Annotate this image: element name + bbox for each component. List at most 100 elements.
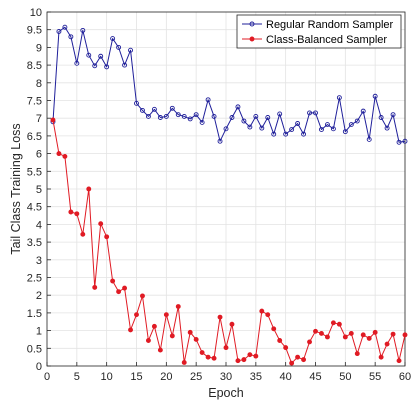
data-point: [295, 121, 301, 126]
data-point: [151, 323, 157, 329]
data-point: [80, 231, 86, 237]
data-point: [92, 63, 98, 69]
data-point: [223, 345, 229, 351]
data-point: [396, 358, 402, 364]
data-point: [378, 115, 384, 120]
data-point: [205, 354, 211, 360]
x-tick-label: 5: [74, 371, 80, 383]
data-point: [277, 338, 283, 343]
data-point: [223, 126, 229, 132]
series-line: [52, 119, 406, 364]
data-point: [319, 330, 324, 336]
data-point: [128, 327, 133, 333]
x-tick-label: 10: [101, 371, 113, 383]
data-point: [283, 131, 289, 137]
data-point: [163, 113, 169, 119]
data-point: [277, 111, 283, 117]
data-point: [122, 285, 128, 291]
x-tick-label: 40: [280, 371, 292, 383]
data-point: [384, 341, 390, 347]
y-tick-label: 6: [36, 149, 42, 161]
data-point: [181, 360, 187, 365]
data-point: [68, 209, 74, 215]
y-tick-label: 10: [30, 7, 42, 19]
data-point: [301, 357, 307, 363]
y-tick-label: 0.5: [27, 343, 42, 355]
data-point: [265, 115, 271, 120]
data-point: [56, 151, 62, 157]
data-point: [140, 107, 145, 113]
data-point: [313, 328, 318, 334]
data-point: [145, 113, 151, 119]
data-point: [169, 333, 175, 339]
data-point: [175, 304, 181, 309]
data-point: [193, 112, 199, 118]
legend-label: Class-Balanced Sampler: [266, 34, 387, 46]
x-tick-label: 15: [130, 371, 142, 383]
y-tick-label: 2: [36, 290, 42, 302]
x-tick-label: 25: [190, 371, 202, 383]
y-tick-label: 4.5: [27, 202, 42, 214]
data-point: [187, 329, 193, 335]
data-point: [104, 64, 110, 70]
data-point: [319, 127, 324, 132]
data-point: [289, 127, 295, 132]
data-point: [86, 186, 92, 192]
data-point: [372, 329, 378, 335]
y-tick-label: 4: [36, 219, 42, 231]
data-point: [193, 337, 199, 342]
legend-box: [236, 14, 402, 49]
data-point: [253, 353, 259, 359]
data-point: [265, 312, 271, 318]
data-point: [241, 357, 247, 363]
data-point: [157, 347, 163, 353]
y-tick-label: 8: [36, 78, 42, 90]
x-tick-label: 60: [399, 371, 411, 383]
data-point: [92, 284, 98, 290]
data-point: [360, 108, 366, 114]
data-point: [98, 221, 104, 227]
data-point: [235, 358, 241, 364]
data-point: [229, 115, 235, 120]
y-tick-label: 6.5: [27, 131, 42, 143]
data-point: [235, 104, 241, 110]
data-point: [68, 34, 74, 40]
data-point: [134, 312, 139, 318]
legend-label: Regular Random Sampler: [266, 19, 394, 31]
data-point: [366, 335, 372, 341]
axis-ticks: 0 5 10 15 20 25 30 35 40 45 50 55 6000.511.522.533.5…: [27, 7, 411, 383]
y-tick-label: 5: [36, 184, 42, 196]
y-tick-label: 1: [36, 326, 42, 338]
series-line: [52, 26, 406, 143]
data-point: [247, 352, 253, 358]
data-point: [116, 44, 122, 50]
data-point: [116, 289, 122, 295]
data-point: [354, 118, 360, 124]
data-point: [62, 24, 68, 30]
y-tick-label: 0: [36, 361, 42, 373]
data-point: [295, 354, 301, 360]
data-point: [157, 115, 163, 120]
data-point: [104, 234, 110, 240]
x-tick-label: 0: [44, 371, 50, 383]
x-axis-label: Epoch: [208, 386, 243, 400]
data-point: [98, 53, 104, 59]
data-point: [140, 293, 145, 299]
data-point: [151, 106, 157, 112]
data-point: [110, 278, 116, 284]
data-point: [307, 110, 312, 116]
data-point: [307, 339, 312, 345]
y-tick-label: 1.5: [27, 308, 42, 320]
data-point: [163, 312, 169, 318]
data-point: [390, 112, 396, 118]
data-point: [110, 36, 116, 41]
data-point: [187, 116, 193, 122]
data-point: [62, 153, 68, 159]
data-point: [301, 131, 307, 137]
y-axis-label: Tail Class Training Loss: [9, 123, 23, 254]
y-tick-label: 5.5: [27, 166, 42, 178]
data-point: [372, 93, 378, 99]
data-point: [313, 110, 318, 116]
data-point: [390, 331, 396, 337]
